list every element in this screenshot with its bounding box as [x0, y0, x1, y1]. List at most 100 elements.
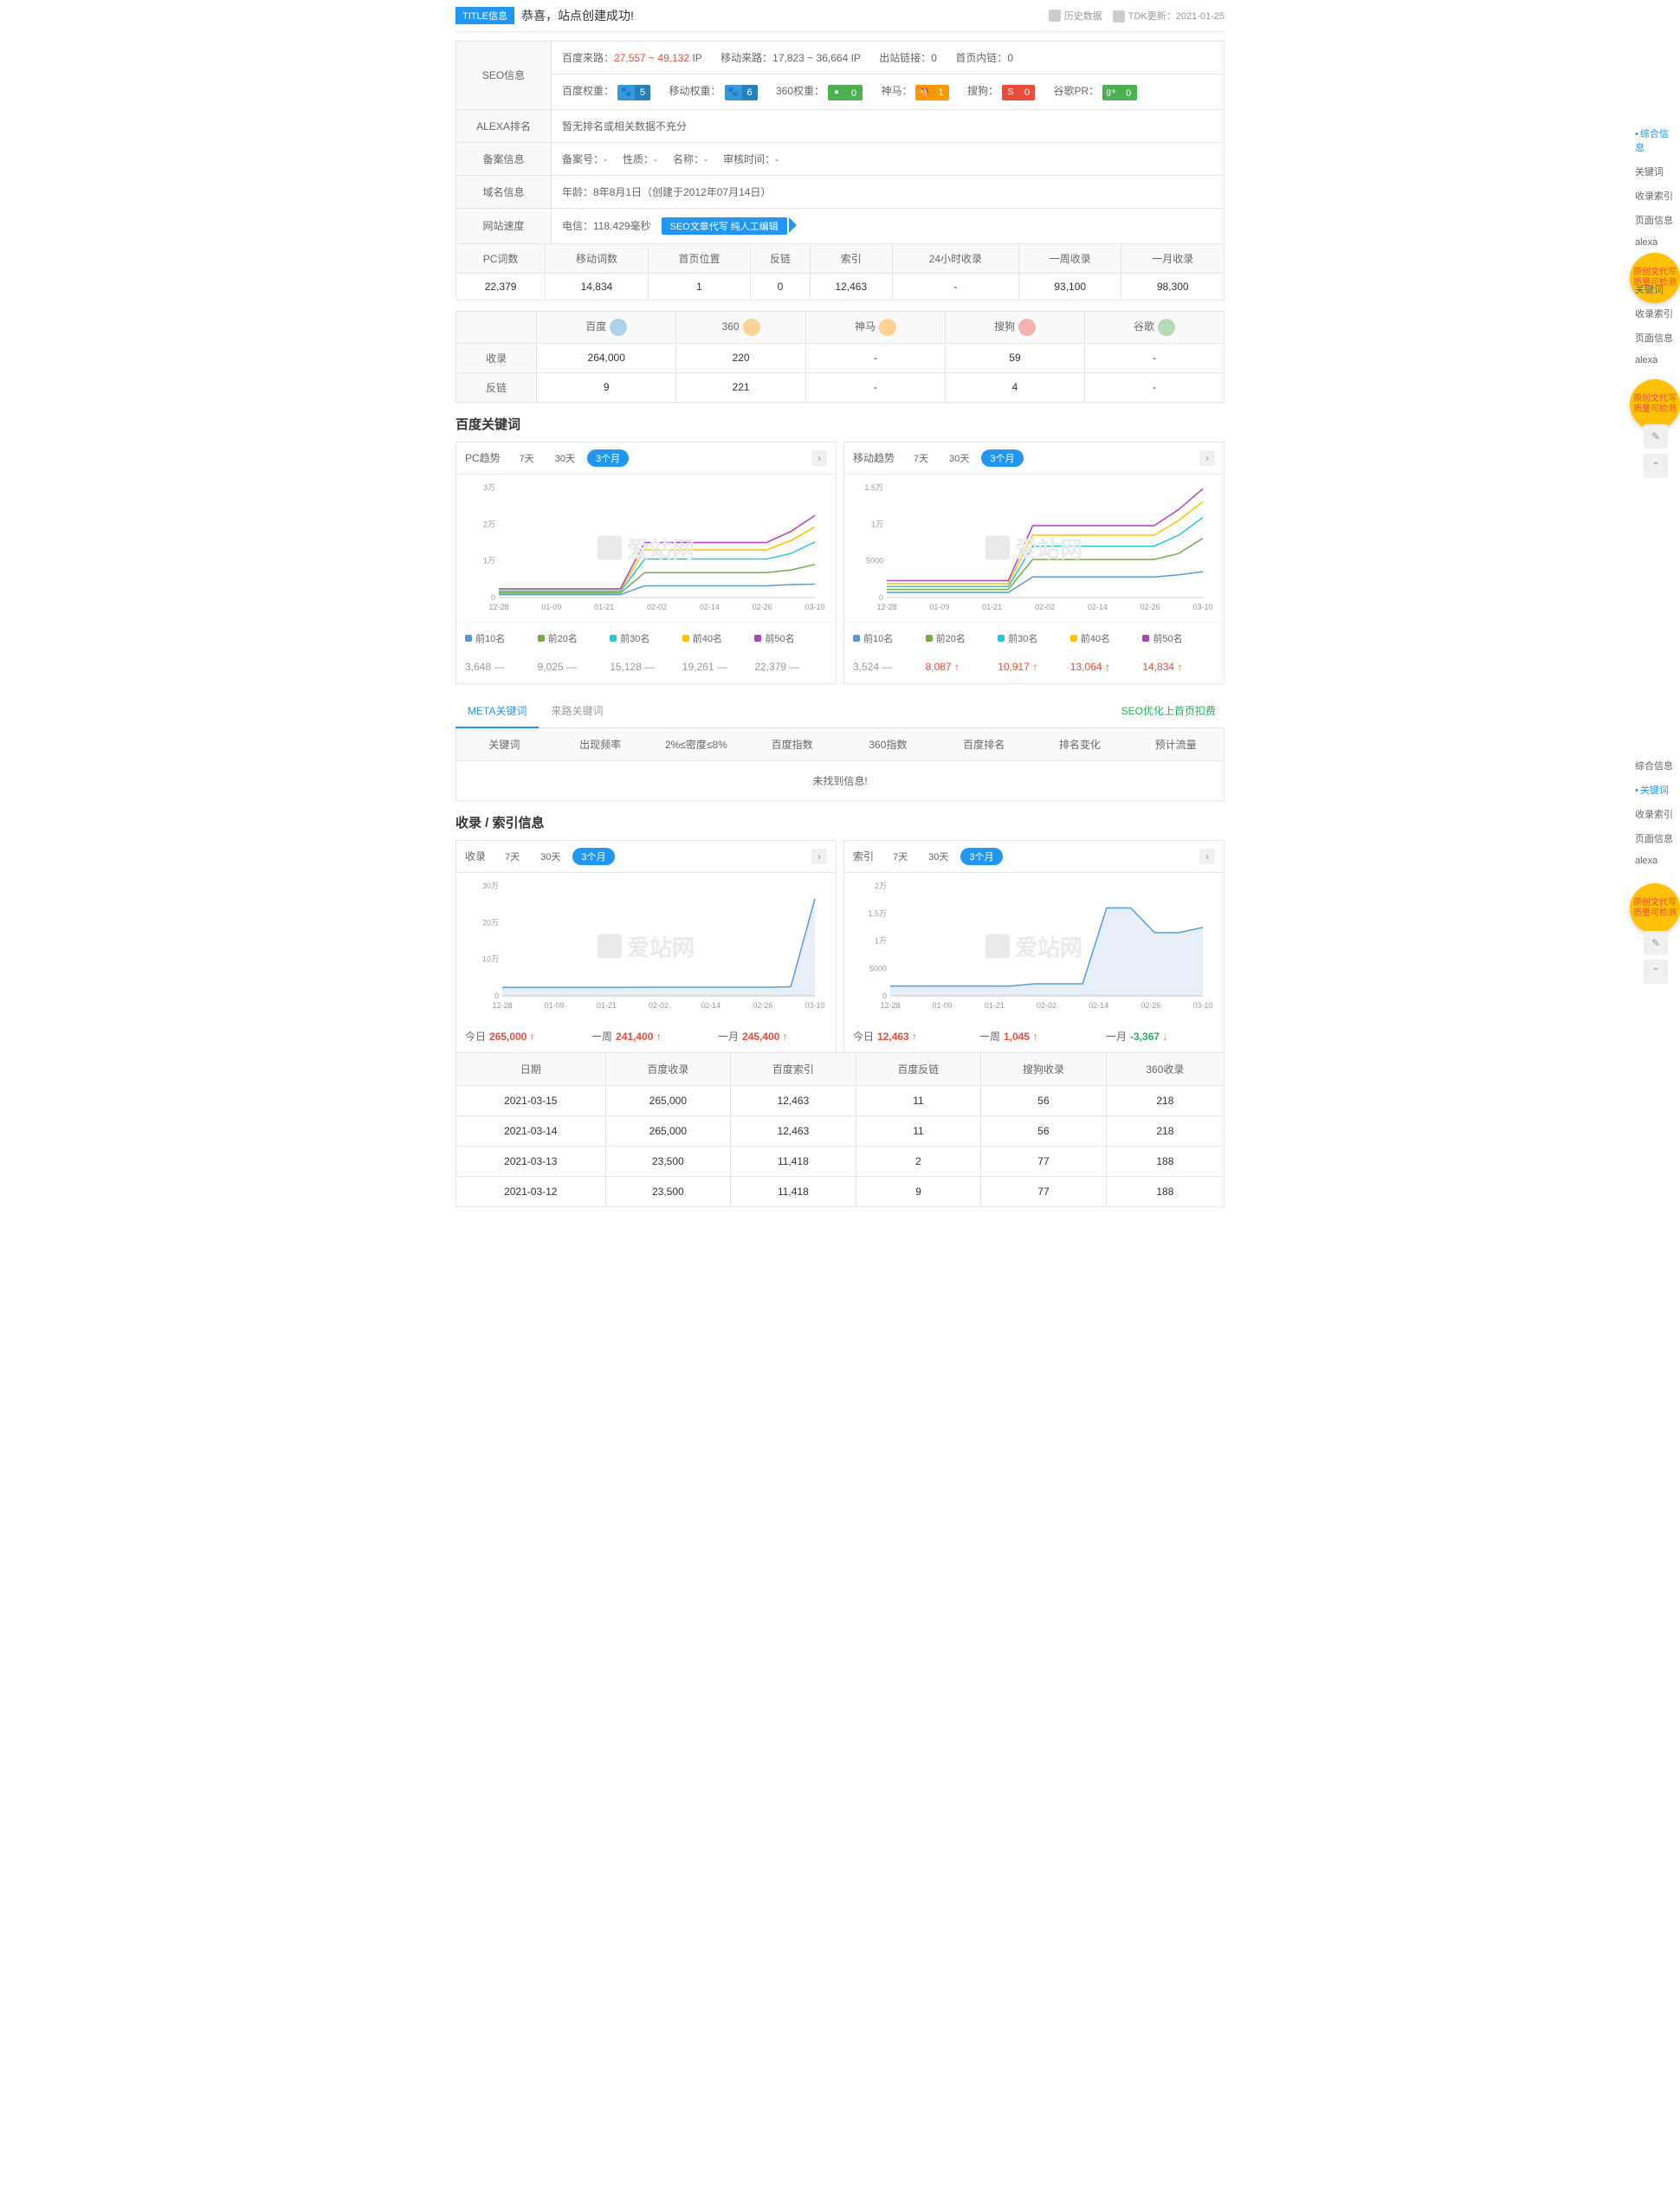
stat-item: 9,025 — [538, 661, 611, 673]
sidebar-item[interactable]: 关键词 [1628, 159, 1680, 184]
legend-dot [538, 635, 545, 642]
tab-30d[interactable]: 30天 [920, 848, 957, 865]
home-link-val: 0 [1007, 52, 1013, 64]
stats-value: 12,463 [810, 273, 892, 300]
svg-text:03-10: 03-10 [804, 1001, 824, 1010]
chart-next-button[interactable]: › [1199, 450, 1215, 466]
s360-weight-icon: ● [828, 85, 845, 100]
stats-header: 一周收录 [1018, 243, 1121, 273]
tab-3m[interactable]: 3个月 [960, 848, 1002, 865]
tab-7d[interactable]: 7天 [511, 449, 543, 467]
se-icon [743, 319, 760, 336]
seo-row2: 百度权重：🐾5 移动权重：🐾6 360权重：●0 神马：🐴1 搜狗：S0 谷歌P… [552, 74, 1224, 110]
sidebar-1: 综合信息关键词收录索引页面信息alexa [1628, 121, 1680, 253]
svg-text:02-14: 02-14 [701, 1001, 720, 1010]
mobile-trend-label: 移动趋势 [853, 450, 895, 465]
legend-label: 前10名 [475, 631, 505, 645]
se-cell: 反链 [456, 372, 537, 402]
edit-tool[interactable]: ✎ [1644, 424, 1668, 449]
mobile-from-unit: IP [851, 52, 861, 64]
baidu-from-val: 27,557 ~ 49,132 [614, 52, 689, 64]
tab-30d[interactable]: 30天 [532, 848, 569, 865]
tab-7d[interactable]: 7天 [496, 848, 528, 865]
mobile-weight-val: 6 [742, 85, 758, 100]
se-cell: 收录 [456, 343, 537, 372]
stat-item: 22,379 — [754, 661, 827, 673]
history-button[interactable]: 历史数据 [1049, 9, 1102, 23]
sidebar-item[interactable]: 收录索引 [1628, 802, 1680, 826]
sidebar-item[interactable]: 收录索引 [1628, 184, 1680, 208]
dt-cell: 2021-03-12 [456, 1176, 606, 1206]
sidebar-item[interactable]: 页面信息 [1628, 326, 1680, 350]
up-tool-2[interactable]: ⌃ [1644, 960, 1668, 984]
svg-text:12-28: 12-28 [492, 1001, 512, 1010]
beian-val: 备案号：-性质：-名称：-审核时间：- [552, 142, 1224, 175]
legend-label: 前30名 [1008, 631, 1037, 645]
meta-col: 2%≤密度≤8% [649, 728, 745, 760]
tab-7d[interactable]: 7天 [884, 848, 916, 865]
se-cell: 59 [945, 343, 1084, 372]
domain-label: 域名信息 [456, 175, 552, 208]
seo-promo-1-text: SEO文章代写 [670, 222, 728, 232]
dt-cell: 56 [981, 1085, 1107, 1115]
edit-tool-2[interactable]: ✎ [1644, 931, 1668, 955]
sidebar-item[interactable]: 页面信息 [1628, 208, 1680, 232]
dt-cell: 188 [1106, 1146, 1224, 1176]
svg-text:0: 0 [879, 593, 883, 602]
shenma-weight-label: 神马： [881, 85, 912, 97]
legend-item: 前50名 [1142, 631, 1215, 645]
sidebar-item[interactable]: 关键词 [1628, 778, 1680, 802]
meta-header: 关键词出现频率2%≤密度≤8%百度指数360指数百度排名排名变化预计流量 [456, 728, 1224, 761]
promo-badge-3[interactable]: 原创文代写 质量可检测 [1630, 883, 1680, 934]
pc-trend-panel: PC趋势 7天 30天 3个月 › 爱站网3万2万1万012-2801-0901… [456, 442, 837, 684]
sidebar-item[interactable]: 关键词 [1628, 277, 1680, 301]
stats-value: 93,100 [1018, 273, 1121, 300]
se-header: 谷歌 [1084, 311, 1224, 343]
tab-30d[interactable]: 30天 [940, 449, 978, 467]
sidebar-item[interactable]: 页面信息 [1628, 826, 1680, 850]
svg-text:02-26: 02-26 [753, 1001, 772, 1010]
dt-cell: 11,418 [731, 1146, 856, 1176]
svg-text:03-10: 03-10 [804, 603, 824, 611]
tab-30d[interactable]: 30天 [546, 449, 584, 467]
legend-item: 前20名 [538, 631, 611, 645]
seo-promo-1[interactable]: SEO文章代写 纯人工编辑 [662, 217, 787, 235]
tab-3m[interactable]: 3个月 [572, 848, 614, 865]
tab-7d[interactable]: 7天 [905, 449, 937, 467]
dt-cell: 9 [856, 1176, 981, 1206]
mobile-weight-icon: 🐾 [725, 85, 742, 100]
meta-tab-referer[interactable]: 来路关键词 [539, 695, 615, 727]
legend-dot [1070, 635, 1077, 642]
tab-3m[interactable]: 3个月 [587, 449, 629, 467]
sidebar-item[interactable]: 收录索引 [1628, 301, 1680, 326]
seo-promo-2-text: 纯人工编辑 [731, 222, 779, 232]
sidebar-item[interactable]: alexa [1628, 232, 1680, 253]
sidebar-item[interactable]: alexa [1628, 850, 1680, 871]
beian-time: 审核时间：- [723, 153, 779, 165]
sidebar-2: 关键词收录索引页面信息alexa [1628, 277, 1680, 371]
svg-text:0: 0 [494, 992, 499, 1000]
beian-label: 备案信息 [456, 142, 552, 175]
meta-tab-keyword[interactable]: META关键词 [456, 695, 539, 728]
seo-optimize-link[interactable]: SEO优化上首页扣费 [1121, 703, 1224, 718]
sidebar-item[interactable]: alexa [1628, 350, 1680, 371]
history-label: 历史数据 [1064, 9, 1102, 23]
legend-label: 前40名 [1081, 631, 1110, 645]
promo-badge-2[interactable]: 原创文代写 质量可检测 [1630, 379, 1680, 430]
google-weight-label: 谷歌PR： [1053, 85, 1099, 97]
se-cell: - [1084, 372, 1224, 402]
dt-cell: 11 [856, 1085, 981, 1115]
legend-dot [610, 635, 617, 642]
promo-badge-2-text: 原创文代写 质量可检测 [1630, 394, 1680, 415]
sidebar-item[interactable]: 综合信息 [1628, 753, 1680, 778]
speed-val: 电信：118.429毫秒SEO文章代写 纯人工编辑 [552, 208, 1224, 243]
chart-next-button[interactable]: › [811, 450, 827, 466]
chart-next-button[interactable]: › [811, 849, 827, 864]
tab-3m[interactable]: 3个月 [981, 449, 1023, 467]
sidebar-item[interactable]: 综合信息 [1628, 121, 1680, 159]
svg-text:02-14: 02-14 [1088, 603, 1108, 611]
stat-item: 19,261 — [682, 661, 755, 673]
up-tool[interactable]: ⌃ [1644, 454, 1668, 478]
chart-next-button[interactable]: › [1199, 849, 1215, 864]
svg-text:12-28: 12-28 [876, 603, 896, 611]
